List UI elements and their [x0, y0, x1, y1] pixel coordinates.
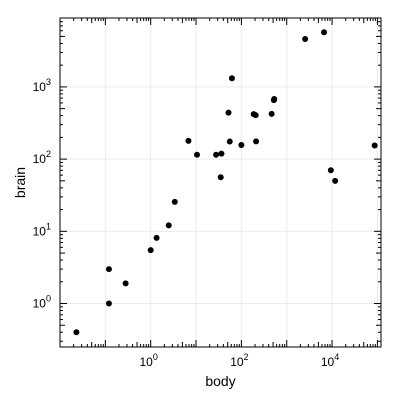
data-point [147, 247, 154, 254]
x-tick-label-exp: 2 [244, 352, 249, 362]
data-point [332, 177, 339, 184]
axis-ticks [59, 17, 381, 347]
data-point [271, 95, 278, 102]
y-tick-label: 103 [33, 77, 51, 94]
data-point [253, 138, 260, 145]
panel-border [59, 17, 382, 348]
y-tick-label-base: 10 [33, 224, 47, 238]
data-point [252, 112, 259, 119]
x-tick-label: 100 [140, 352, 158, 369]
y-tick-label-base: 10 [33, 80, 47, 94]
data-point [73, 329, 80, 336]
x-tick-label-exp: 4 [334, 352, 339, 362]
data-point [226, 138, 233, 145]
data-point [193, 151, 200, 158]
x-tick-label: 104 [321, 352, 339, 369]
data-point [171, 198, 178, 205]
data-points [73, 29, 378, 336]
data-point [217, 174, 224, 181]
grid [59, 18, 381, 347]
data-point [153, 234, 160, 241]
x-tick-label-base: 10 [140, 355, 154, 369]
x-tick-label-exp: 0 [153, 352, 158, 362]
data-point [268, 110, 275, 117]
data-point [105, 266, 112, 273]
y-tick-label: 101 [33, 221, 51, 238]
data-point [122, 280, 129, 287]
data-point [225, 109, 232, 116]
data-point [213, 151, 220, 158]
data-point [185, 137, 192, 144]
data-point [238, 141, 245, 148]
data-point [321, 29, 328, 36]
y-tick-label-base: 10 [33, 297, 47, 311]
y-tick-label-exp: 3 [46, 77, 51, 87]
data-point [165, 222, 172, 229]
y-tick-label-exp: 0 [46, 294, 51, 304]
y-tick-label: 102 [33, 149, 51, 166]
data-point [371, 142, 378, 149]
x-axis-title: body [205, 373, 235, 389]
x-tick-label-base: 10 [230, 355, 244, 369]
data-point [302, 36, 309, 43]
y-axis-title: brain [12, 167, 28, 198]
x-tick-label: 102 [230, 352, 248, 369]
data-point [105, 300, 112, 307]
x-tick-label-base: 10 [321, 355, 335, 369]
data-point [327, 167, 334, 174]
y-tick-label-base: 10 [33, 152, 47, 166]
data-point [218, 150, 225, 157]
y-tick-label-exp: 1 [46, 221, 51, 231]
data-point [228, 75, 235, 82]
y-tick-label-exp: 2 [46, 149, 51, 159]
y-tick-label: 100 [33, 294, 51, 311]
